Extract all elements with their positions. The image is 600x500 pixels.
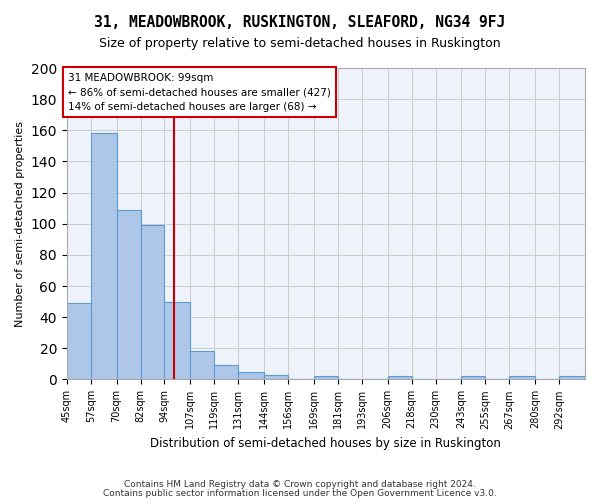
Bar — [190, 352, 214, 380]
Bar — [214, 366, 238, 380]
Bar — [67, 303, 91, 380]
Bar — [461, 376, 485, 380]
Bar — [140, 226, 164, 380]
Bar — [559, 376, 585, 380]
Bar — [388, 376, 412, 380]
X-axis label: Distribution of semi-detached houses by size in Ruskington: Distribution of semi-detached houses by … — [151, 437, 502, 450]
Bar — [91, 134, 116, 380]
Bar — [509, 376, 535, 380]
Y-axis label: Number of semi-detached properties: Number of semi-detached properties — [15, 120, 25, 326]
Text: Contains public sector information licensed under the Open Government Licence v3: Contains public sector information licen… — [103, 488, 497, 498]
Text: 31, MEADOWBROOK, RUSKINGTON, SLEAFORD, NG34 9FJ: 31, MEADOWBROOK, RUSKINGTON, SLEAFORD, N… — [94, 15, 506, 30]
Bar — [238, 372, 264, 380]
Text: Contains HM Land Registry data © Crown copyright and database right 2024.: Contains HM Land Registry data © Crown c… — [124, 480, 476, 489]
Bar — [264, 375, 288, 380]
Text: Size of property relative to semi-detached houses in Ruskington: Size of property relative to semi-detach… — [99, 38, 501, 51]
Bar — [116, 210, 140, 380]
Bar — [164, 302, 190, 380]
Bar — [314, 376, 338, 380]
Text: 31 MEADOWBROOK: 99sqm
← 86% of semi-detached houses are smaller (427)
14% of sem: 31 MEADOWBROOK: 99sqm ← 86% of semi-deta… — [68, 72, 331, 112]
